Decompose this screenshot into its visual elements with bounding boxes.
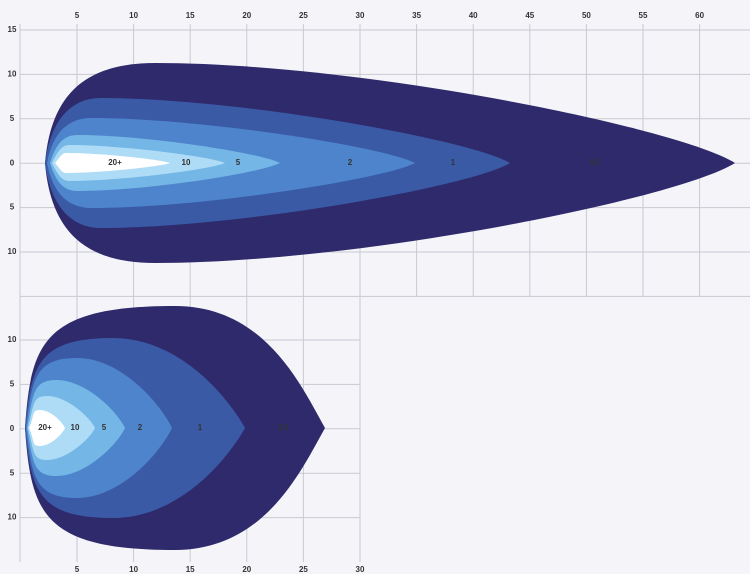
contour-label: 2 (138, 423, 143, 432)
x-tick-label: 20 (242, 11, 251, 20)
contour-label: 20+ (108, 158, 122, 167)
x-tick-label: 25 (299, 11, 308, 20)
x-tick-label: 30 (356, 11, 365, 20)
x-tick-label: 20 (242, 565, 251, 574)
y-tick-label: 5 (10, 380, 15, 389)
y-tick-label: 0 (10, 424, 15, 433)
y-tick-label: 10 (8, 247, 17, 256)
y-tick-label: 5 (10, 203, 15, 212)
contour-label: 10 (71, 423, 80, 432)
x-tick-label: 30 (356, 565, 365, 574)
x-tick-label: 35 (412, 11, 421, 20)
x-tick-label: 25 (299, 565, 308, 574)
contour-label: 1 (198, 423, 203, 432)
contour-label: 2 (348, 158, 353, 167)
y-tick-label: 0 (10, 158, 15, 167)
x-tick-label: 10 (129, 11, 138, 20)
y-tick-label: 15 (8, 25, 17, 34)
y-tick-label: 10 (8, 335, 17, 344)
x-tick-label: 15 (186, 565, 195, 574)
top-panel: 51015202530354045505560615105051020+1052… (8, 11, 750, 297)
contour (29, 410, 65, 446)
contour-label: 20+ (38, 423, 52, 432)
bottom-panel: 5 10 15 20 25 30 10 5 0 5 10 20+ 10 5 2 1 0,5 (8, 296, 365, 574)
x-tick-label: 15 (186, 11, 195, 20)
x-tick-label: 50 (582, 11, 591, 20)
contour-label: 5 (236, 158, 241, 167)
y-tick-label: 10 (8, 70, 17, 79)
x-tick-label: 60 (695, 11, 704, 20)
x-tick-label: 10 (129, 565, 138, 574)
x-tick-label: 45 (525, 11, 534, 20)
x-tick-label: 55 (639, 11, 648, 20)
contour-label: 1 (451, 158, 456, 167)
contour (55, 153, 170, 173)
contour-label: 0,5 (589, 158, 601, 167)
y-tick-label: 5 (10, 468, 15, 477)
x-tick-label: 5 (75, 11, 80, 20)
y-tick-label: 5 (10, 114, 15, 123)
contour-label: 5 (102, 423, 107, 432)
x-tick-label: 5 (75, 565, 80, 574)
contour-label: 0,5 (277, 423, 289, 432)
contour-label: 10 (182, 158, 191, 167)
x-tick-label: 40 (469, 11, 478, 20)
y-tick-label: 10 (8, 513, 17, 522)
